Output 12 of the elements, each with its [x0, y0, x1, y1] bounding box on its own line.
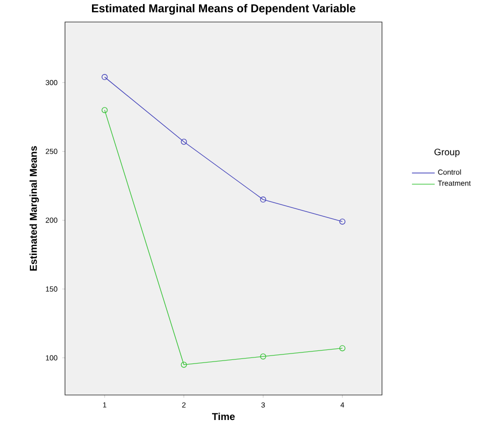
- legend-title: Group: [434, 148, 460, 158]
- point: [180, 362, 187, 368]
- point: [260, 196, 266, 203]
- point: [260, 353, 266, 360]
- point: [339, 218, 346, 225]
- point: [102, 74, 108, 80]
- point: [339, 345, 346, 352]
- point: [180, 138, 187, 145]
- x-axis-title: Time: [212, 412, 235, 420]
- chart-title: Estimated Marginal Means of Dependent Variable: [92, 4, 356, 15]
- y-axis-title: Estimated Marginal Means: [30, 146, 39, 271]
- point: [102, 107, 108, 114]
